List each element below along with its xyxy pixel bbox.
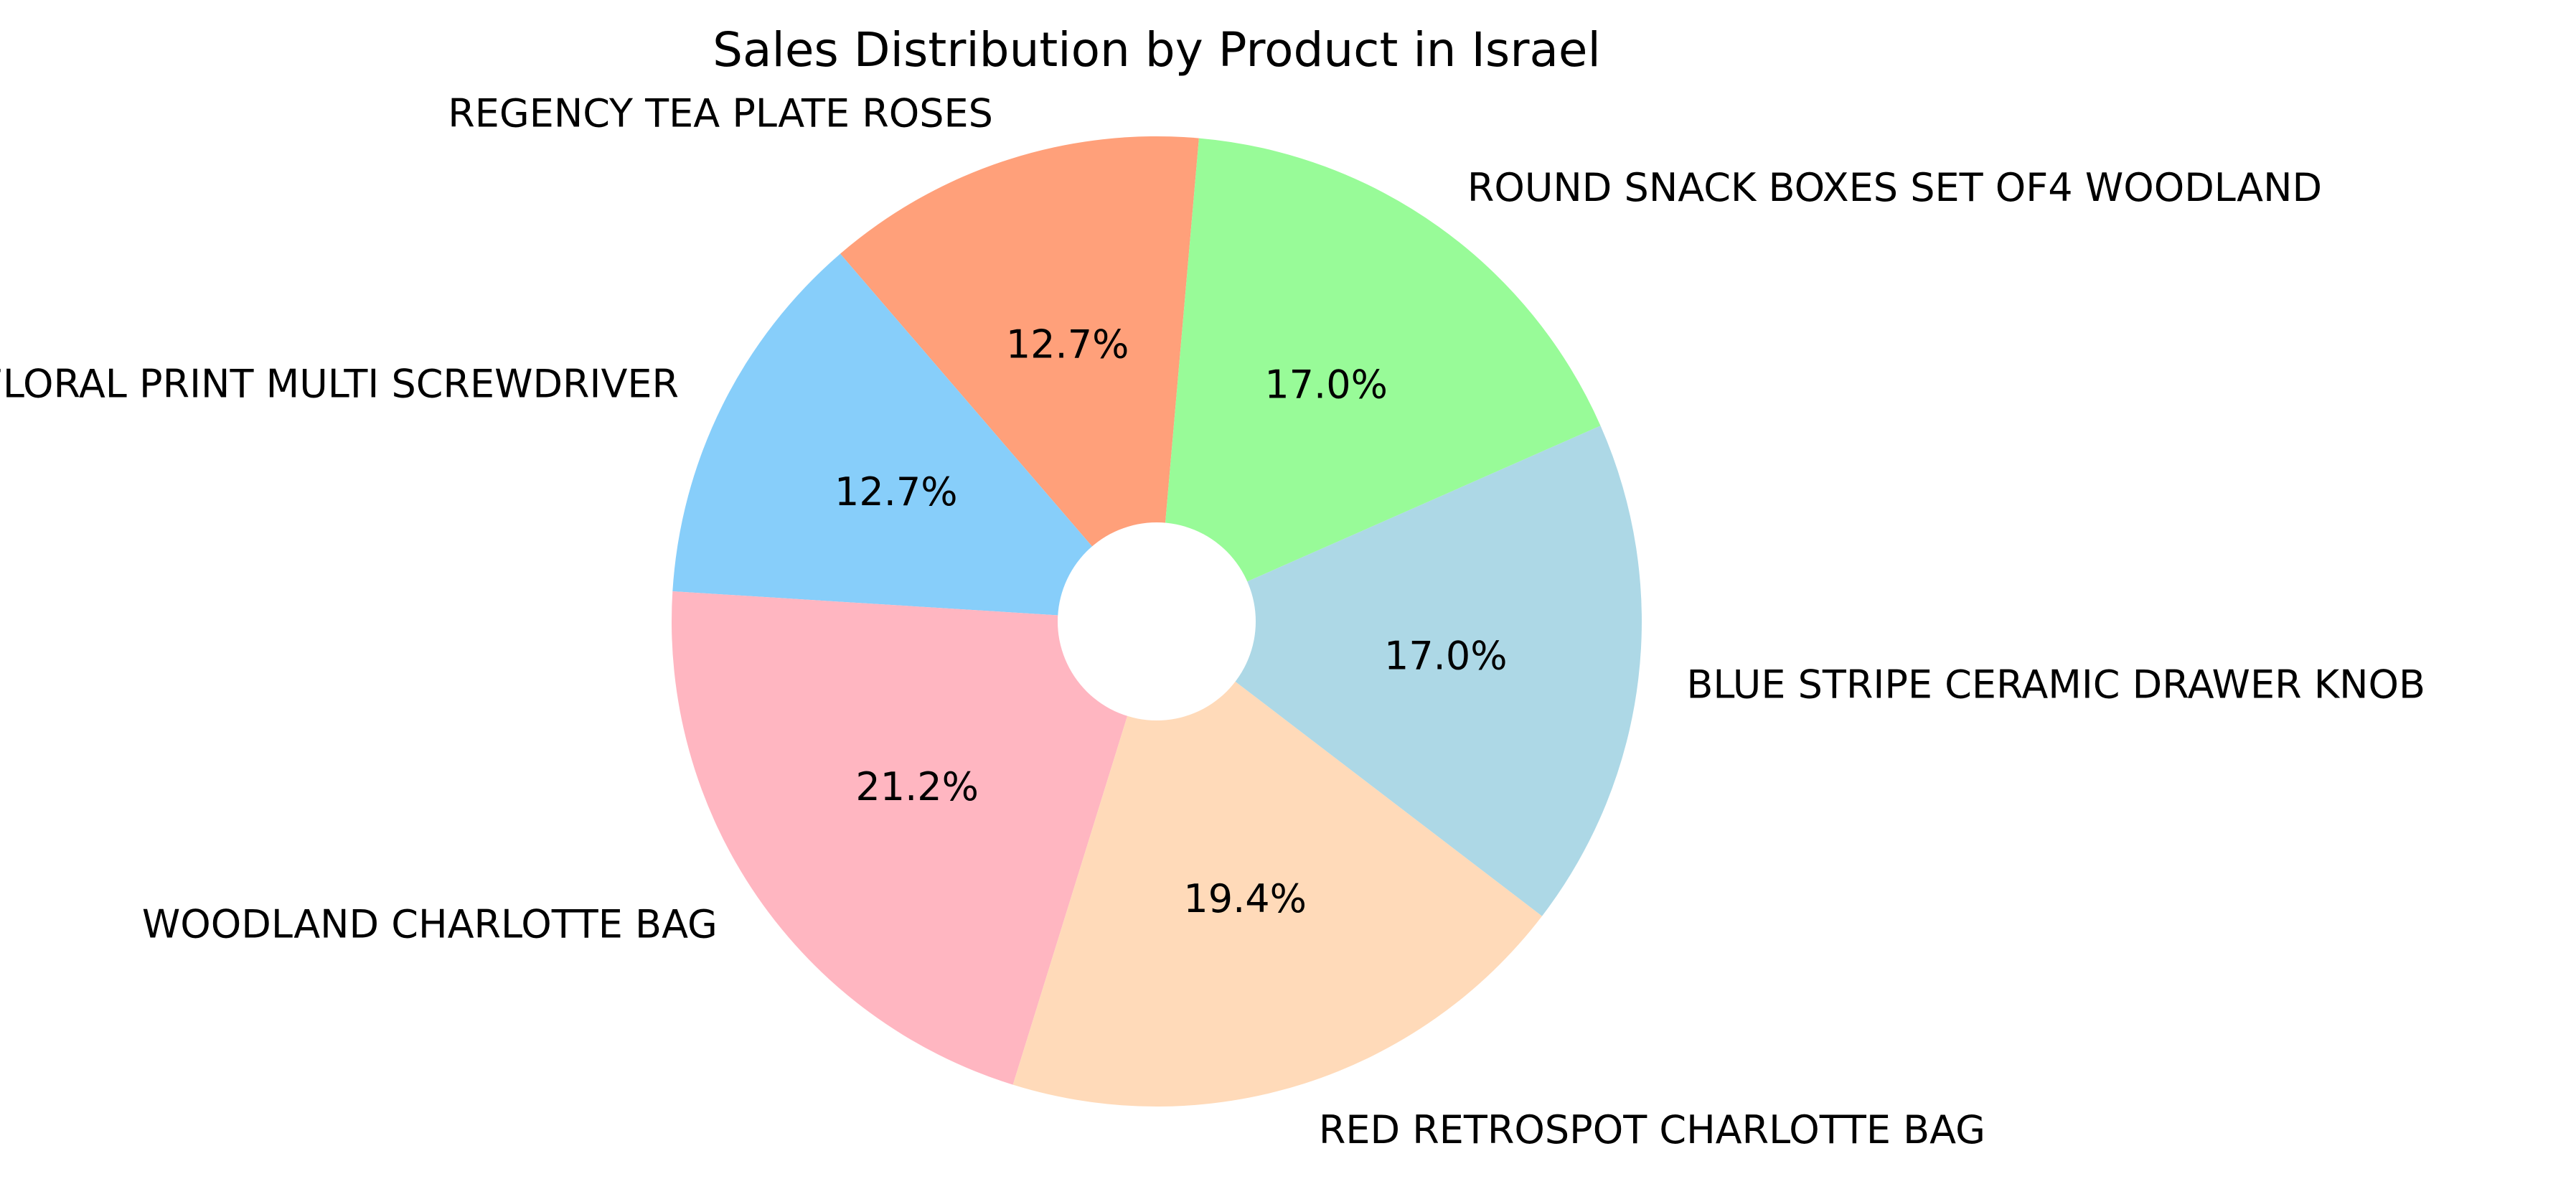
percent-label-woodland-charlotte-bag: 21.2% bbox=[855, 764, 979, 809]
percent-label-regency-tea-plate-roses: 12.7% bbox=[1006, 321, 1129, 367]
percent-label-ass-floral-print-multi-screwdriver: 12.7% bbox=[835, 469, 958, 515]
chart-title: Sales Distribution by Product in Israel bbox=[713, 22, 1601, 77]
pie-slice-regency-tea-plate-roses bbox=[840, 136, 1199, 622]
category-labels: REGENCY TEA PLATE ROSES ASS FLORAL PRINT … bbox=[0, 91, 2425, 1152]
percent-label-red-retrospot-charlotte-bag: 19.4% bbox=[1183, 876, 1307, 921]
percent-label-round-snack-boxes-set-of4-woodland: 17.0% bbox=[1264, 362, 1388, 408]
pie-slice-round-snack-boxes-set-of4-woodland bbox=[1157, 138, 1601, 621]
pie-slice-red-retrospot-charlotte-bag bbox=[1012, 621, 1543, 1107]
category-label-red-retrospot-charlotte-bag: RED RETROSPOT CHARLOTTE BAG bbox=[1319, 1107, 1985, 1152]
pie-slices bbox=[672, 136, 1642, 1107]
percent-labels: 12.7% 12.7% 21.2% 19.4% 17.0% 17.0% bbox=[835, 321, 1508, 921]
pie-slice-ass-floral-print-multi-screwdriver bbox=[672, 253, 1157, 621]
category-label-round-snack-boxes-set-of4-woodland: ROUND SNACK BOXES SET OF4 WOODLAND bbox=[1467, 165, 2322, 210]
category-label-blue-stripe-ceramic-drawer-knob: BLUE STRIPE CERAMIC DRAWER KNOB bbox=[1686, 662, 2425, 708]
pie-slice-blue-stripe-ceramic-drawer-knob bbox=[1157, 426, 1642, 916]
center-hole bbox=[1058, 522, 1256, 720]
pie-slice-woodland-charlotte-bag bbox=[672, 591, 1157, 1085]
category-label-ass-floral-print-multi-screwdriver: ASS FLORAL PRINT MULTI SCREWDRIVER bbox=[0, 362, 679, 407]
percent-label-blue-stripe-ceramic-drawer-knob: 17.0% bbox=[1384, 634, 1508, 679]
category-label-woodland-charlotte-bag: WOODLAND CHARLOTTE BAG bbox=[142, 902, 718, 947]
category-label-regency-tea-plate-roses: REGENCY TEA PLATE ROSES bbox=[448, 91, 993, 136]
